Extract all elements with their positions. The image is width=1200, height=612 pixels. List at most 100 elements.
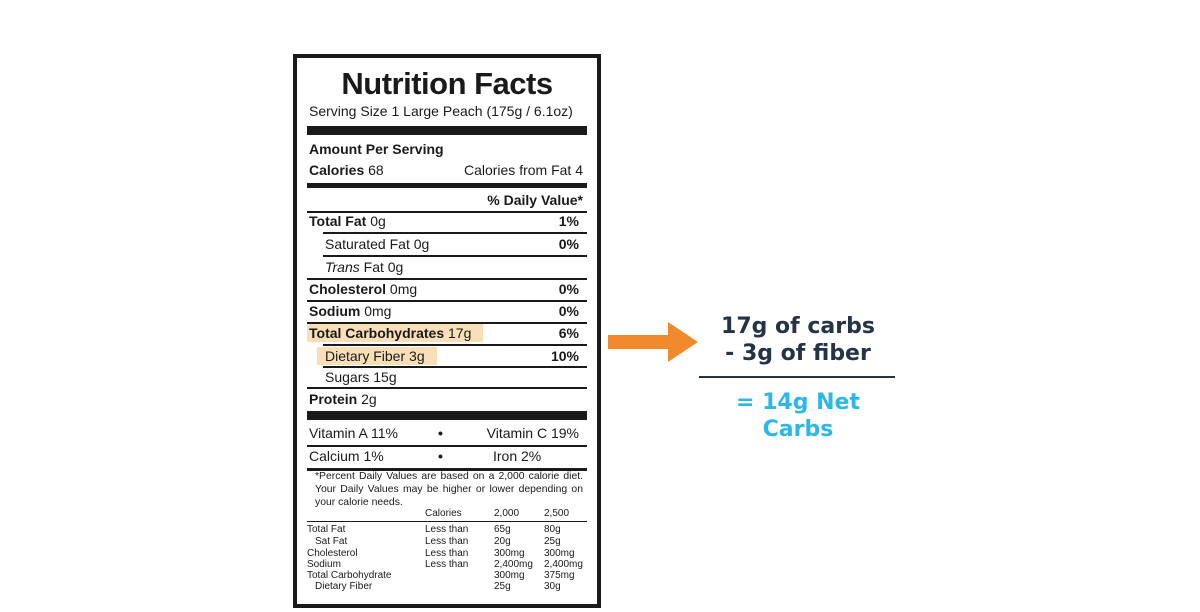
table-row-name: Cholesterol <box>307 548 358 559</box>
bullet: • <box>438 425 443 441</box>
nutrient-name: Trans <box>325 259 360 275</box>
highlight-dietary-fiber <box>317 347 437 365</box>
nutrient-name: Dietary Fiber <box>325 348 406 364</box>
table-row-a: 25g <box>494 581 511 592</box>
nutrient-row-total-carbohydrates: Total Carbohydrates 17g 6% <box>307 323 587 343</box>
table-row-a: 2,400mg <box>494 559 533 570</box>
nutrient-name: Cholesterol <box>309 281 387 297</box>
nutrient-dv: 10% <box>550 348 579 364</box>
table-row-b: 30g <box>544 581 561 592</box>
table-row-a: 300mg <box>494 570 525 581</box>
divider <box>323 255 587 257</box>
divider <box>307 521 587 522</box>
divider <box>307 322 587 324</box>
nutrient-name: Saturated Fat <box>325 236 410 252</box>
nutrient-name: Total Fat <box>309 213 367 229</box>
vitamin-row: Vitamin A 11% • Vitamin C 19% <box>307 423 587 443</box>
nutrient-dv: 0% <box>558 303 579 319</box>
nutrient-row-total-fat: Total Fat 0g 1% <box>307 211 587 231</box>
nutrient-row-sugars: Sugars 15g <box>307 367 587 387</box>
nutrient-amount: Fat 0g <box>363 259 404 275</box>
divider <box>323 232 587 234</box>
label-title: Nutrition Facts <box>341 66 553 101</box>
equation-fiber: - 3g of fiber <box>725 341 871 366</box>
footnote: *Percent Daily Values are based on a 2,0… <box>315 471 583 508</box>
vitamin-left: Calcium 1% <box>309 448 384 464</box>
equation-net-carbs: = 14g Net Carbs <box>736 390 860 442</box>
nutrient-name: Protein <box>309 391 358 407</box>
vitamin-right: Vitamin C 19% <box>486 425 579 441</box>
table-row-a: 300mg <box>494 548 525 559</box>
nutrient-amount: 17g <box>448 325 472 341</box>
divider <box>323 344 587 346</box>
highlight-total-carbs <box>307 324 483 342</box>
table-row-a: 20g <box>494 536 511 547</box>
right-arrow-icon <box>608 322 698 362</box>
divider <box>307 468 587 471</box>
daily-value-header: % Daily Value* <box>487 192 583 208</box>
table-row-name: Total Fat <box>307 524 346 535</box>
table-row-name: Dietary Fiber <box>315 581 373 592</box>
calories-value: 68 <box>368 162 384 178</box>
table-row-b: 375mg <box>544 570 575 581</box>
divider <box>307 387 587 389</box>
divider <box>307 445 587 447</box>
nutrient-name: Total Carbohydrates <box>309 325 445 341</box>
nutrient-row-protein: Protein 2g <box>307 389 587 409</box>
nutrient-amount: 0mg <box>364 303 392 319</box>
divider <box>307 300 587 302</box>
nutrient-dv: 0% <box>558 281 579 297</box>
divider <box>307 278 587 280</box>
thick-divider <box>307 126 587 135</box>
table-header-2500: 2,500 <box>544 508 570 519</box>
table-row-b: 80g <box>544 524 561 535</box>
nutrient-dv: 6% <box>558 325 579 341</box>
table-row-name: Sat Fat <box>315 536 348 547</box>
table-row-a: 65g <box>494 524 511 535</box>
equation-carbs: 17g of carbs <box>721 314 875 339</box>
serving-size: Serving Size 1 Large Peach (175g / 6.1oz… <box>309 103 573 119</box>
arrow-shape <box>608 322 698 362</box>
equation-divider <box>699 376 895 378</box>
thick-divider <box>307 411 587 420</box>
nutrient-amount: 0g <box>413 236 430 252</box>
divider <box>323 366 587 368</box>
nutrition-facts-label: Nutrition Facts Serving Size 1 Large Pea… <box>293 54 601 608</box>
nutrient-row-sodium: Sodium 0mg 0% <box>307 301 587 321</box>
table-row-cond: Less than <box>425 548 469 559</box>
nutrient-dv: 0% <box>558 236 579 252</box>
daily-value-header-row: % Daily Value* <box>307 190 587 210</box>
table-row-b: 300mg <box>544 548 575 559</box>
table-row-cond: Less than <box>425 536 469 547</box>
nutrient-amount: 0mg <box>389 281 418 297</box>
nutrient-row-dietary-fiber: Dietary Fiber 3g 10% <box>307 346 587 366</box>
table-header-calories: Calories <box>425 508 462 519</box>
nutrient-name: Sugars <box>325 369 370 385</box>
vitamin-left: Vitamin A 11% <box>309 425 398 441</box>
nutrient-amount: 3g <box>409 348 425 364</box>
vitamin-row: Calcium 1% • Iron 2% <box>307 446 587 466</box>
nutrient-amount: 2g <box>361 391 377 407</box>
table-row-name: Total Carbohydrate <box>307 570 392 581</box>
nutrient-row-cholesterol: Cholesterol 0mg 0% <box>307 279 587 299</box>
table-row-cond: Less than <box>425 524 469 535</box>
calories-row: Calories 68 Calories from Fat 4 <box>307 160 587 180</box>
table-row-cond: Less than <box>425 559 469 570</box>
nutrient-amount: 15g <box>373 369 397 385</box>
vitamin-right: Iron 2% <box>493 448 542 464</box>
calories-label: Calories <box>309 162 365 178</box>
table-row-b: 2,400mg <box>544 559 583 570</box>
divider <box>307 211 587 213</box>
table-row-name: Sodium <box>307 559 341 570</box>
table-row-b: 25g <box>544 536 561 547</box>
nutrient-row-saturated-fat: Saturated Fat 0g 0% <box>307 234 587 254</box>
nutrient-dv: 1% <box>558 213 579 229</box>
amount-per-serving: Amount Per Serving <box>309 141 444 157</box>
nutrient-amount: 0g <box>370 213 386 229</box>
nutrient-name: Sodium <box>309 303 361 319</box>
calories-from-fat: Calories from Fat 4 <box>463 162 583 178</box>
bullet: • <box>438 448 443 464</box>
table-header-2000: 2,000 <box>494 508 520 519</box>
amount-per-serving-row: Amount Per Serving <box>307 139 587 159</box>
medium-divider <box>307 183 587 188</box>
